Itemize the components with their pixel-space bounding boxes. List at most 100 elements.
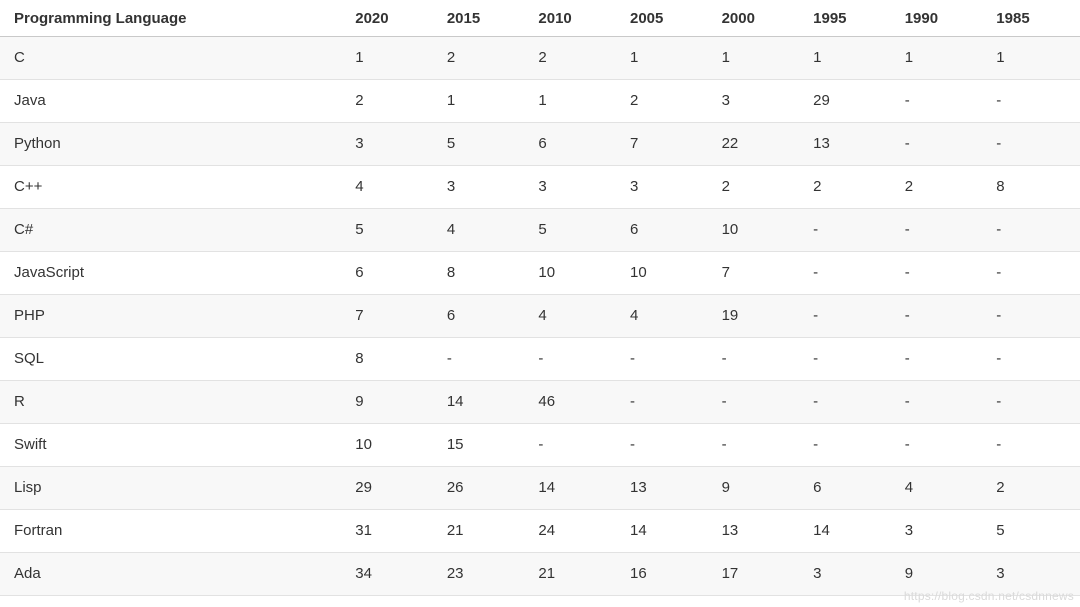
rank-cell: - bbox=[988, 337, 1080, 381]
rank-cell: 3 bbox=[805, 552, 897, 596]
rank-cell: 1 bbox=[438, 79, 531, 123]
rank-cell: 13 bbox=[805, 122, 897, 166]
rank-cell: 6 bbox=[438, 294, 531, 338]
column-header-year-1985: 1985 bbox=[988, 0, 1080, 37]
rank-cell: 3 bbox=[530, 165, 622, 209]
rank-cell: 4 bbox=[530, 294, 622, 338]
rank-cell: 34 bbox=[347, 552, 439, 596]
rank-cell: 5 bbox=[347, 208, 439, 252]
rank-cell: - bbox=[896, 79, 989, 123]
rank-cell: 6 bbox=[347, 251, 439, 295]
language-cell: SQL bbox=[0, 337, 348, 381]
rank-cell: - bbox=[988, 79, 1080, 123]
rank-cell: 19 bbox=[713, 294, 806, 338]
language-cell: C bbox=[0, 36, 348, 80]
rank-cell: 2 bbox=[805, 165, 897, 209]
rank-cell: 17 bbox=[713, 552, 806, 596]
rank-cell: 2 bbox=[347, 79, 439, 123]
rank-cell: 1 bbox=[896, 36, 989, 80]
column-header-year-2020: 2020 bbox=[347, 0, 439, 37]
rank-cell: - bbox=[713, 380, 806, 424]
rank-cell: 1 bbox=[805, 36, 897, 80]
rank-cell: 10 bbox=[621, 251, 714, 295]
table-body: C 1 2 2 1 1 1 1 1 Java 2 1 1 2 3 29- - Python 3 5 6 7 22 13- - C+… bbox=[0, 36, 1080, 596]
rank-cell: - bbox=[713, 337, 806, 381]
rank-cell: 3 bbox=[438, 165, 531, 209]
rank-cell: 3 bbox=[347, 122, 439, 166]
rank-cell: 7 bbox=[347, 294, 439, 338]
language-cell: JavaScript bbox=[0, 251, 348, 295]
table-row: Fortran 31 21 24 14 13 14 3 5 bbox=[0, 509, 1080, 553]
column-header-year-2000: 2000 bbox=[713, 0, 806, 37]
rank-cell: 21 bbox=[530, 552, 622, 596]
language-cell: Fortran bbox=[0, 509, 348, 553]
rank-cell: - bbox=[805, 337, 897, 381]
rank-cell: - bbox=[805, 294, 897, 338]
language-cell: Swift bbox=[0, 423, 348, 467]
rank-cell: 1 bbox=[713, 36, 806, 80]
rank-cell: - bbox=[896, 337, 989, 381]
language-cell: Python bbox=[0, 122, 348, 166]
table-header: Programming Language 2020 2015 2010 2005 2000… bbox=[0, 0, 1080, 37]
rank-cell: 26 bbox=[438, 466, 531, 510]
rank-cell: 3 bbox=[621, 165, 714, 209]
rank-cell: 13 bbox=[621, 466, 714, 510]
rank-cell: 6 bbox=[805, 466, 897, 510]
rank-cell: 10 bbox=[713, 208, 806, 252]
rank-cell: 1 bbox=[621, 36, 714, 80]
column-header-year-2010: 2010 bbox=[530, 0, 622, 37]
header-row: Programming Language 2020 2015 2010 2005 2000… bbox=[0, 0, 1080, 37]
rank-cell: 24 bbox=[530, 509, 622, 553]
rank-cell: - bbox=[621, 423, 714, 467]
rank-cell: 2 bbox=[896, 165, 989, 209]
rank-cell: 4 bbox=[347, 165, 439, 209]
rank-cell: 46 bbox=[530, 380, 622, 424]
rank-cell: 16 bbox=[621, 552, 714, 596]
rank-cell: 5 bbox=[988, 509, 1080, 553]
table-row: Java 2 1 1 2 3 29- - bbox=[0, 79, 1080, 123]
rank-cell: 22 bbox=[713, 122, 806, 166]
rank-cell: 31 bbox=[347, 509, 439, 553]
table-row: SQL 8- - - - - - - bbox=[0, 337, 1080, 381]
table-row: C# 5 4 5 6 10- - - bbox=[0, 208, 1080, 252]
rank-cell: 7 bbox=[713, 251, 806, 295]
rank-cell: 4 bbox=[621, 294, 714, 338]
language-cell: PHP bbox=[0, 294, 348, 338]
rank-cell: 9 bbox=[713, 466, 806, 510]
rank-cell: - bbox=[896, 251, 989, 295]
language-cell: Java bbox=[0, 79, 348, 123]
rank-cell: 2 bbox=[988, 466, 1080, 510]
rank-cell: 4 bbox=[896, 466, 989, 510]
column-header-year-1995: 1995 bbox=[805, 0, 897, 37]
language-cell: Lisp bbox=[0, 466, 348, 510]
rank-cell: 14 bbox=[621, 509, 714, 553]
rank-cell: - bbox=[621, 380, 714, 424]
column-header-year-1990: 1990 bbox=[896, 0, 989, 37]
rank-cell: 15 bbox=[438, 423, 531, 467]
rank-cell: 8 bbox=[988, 165, 1080, 209]
rank-cell: 10 bbox=[530, 251, 622, 295]
table-row: Swift 10 15- - - - - - bbox=[0, 423, 1080, 467]
rank-cell: 8 bbox=[438, 251, 531, 295]
table-row: JavaScript 6 8 10 10 7- - - bbox=[0, 251, 1080, 295]
table-row: PHP 7 6 4 4 19- - - bbox=[0, 294, 1080, 338]
rank-cell: - bbox=[713, 423, 806, 467]
watermark-text: https://blog.csdn.net/csdnnews bbox=[903, 589, 1074, 603]
rank-cell: 6 bbox=[530, 122, 622, 166]
rank-cell: 2 bbox=[438, 36, 531, 80]
rank-cell: 2 bbox=[713, 165, 806, 209]
rank-cell: 4 bbox=[438, 208, 531, 252]
rank-cell: 13 bbox=[713, 509, 806, 553]
rank-cell: - bbox=[805, 423, 897, 467]
column-header-year-2015: 2015 bbox=[438, 0, 531, 37]
column-header-year-2005: 2005 bbox=[621, 0, 714, 37]
column-header-language: Programming Language bbox=[0, 0, 348, 37]
rank-cell: 8 bbox=[347, 337, 439, 381]
rank-cell: - bbox=[621, 337, 714, 381]
rank-cell: - bbox=[805, 208, 897, 252]
rank-cell: 10 bbox=[347, 423, 439, 467]
rank-cell: 2 bbox=[530, 36, 622, 80]
rank-cell: 5 bbox=[530, 208, 622, 252]
rank-cell: - bbox=[988, 294, 1080, 338]
